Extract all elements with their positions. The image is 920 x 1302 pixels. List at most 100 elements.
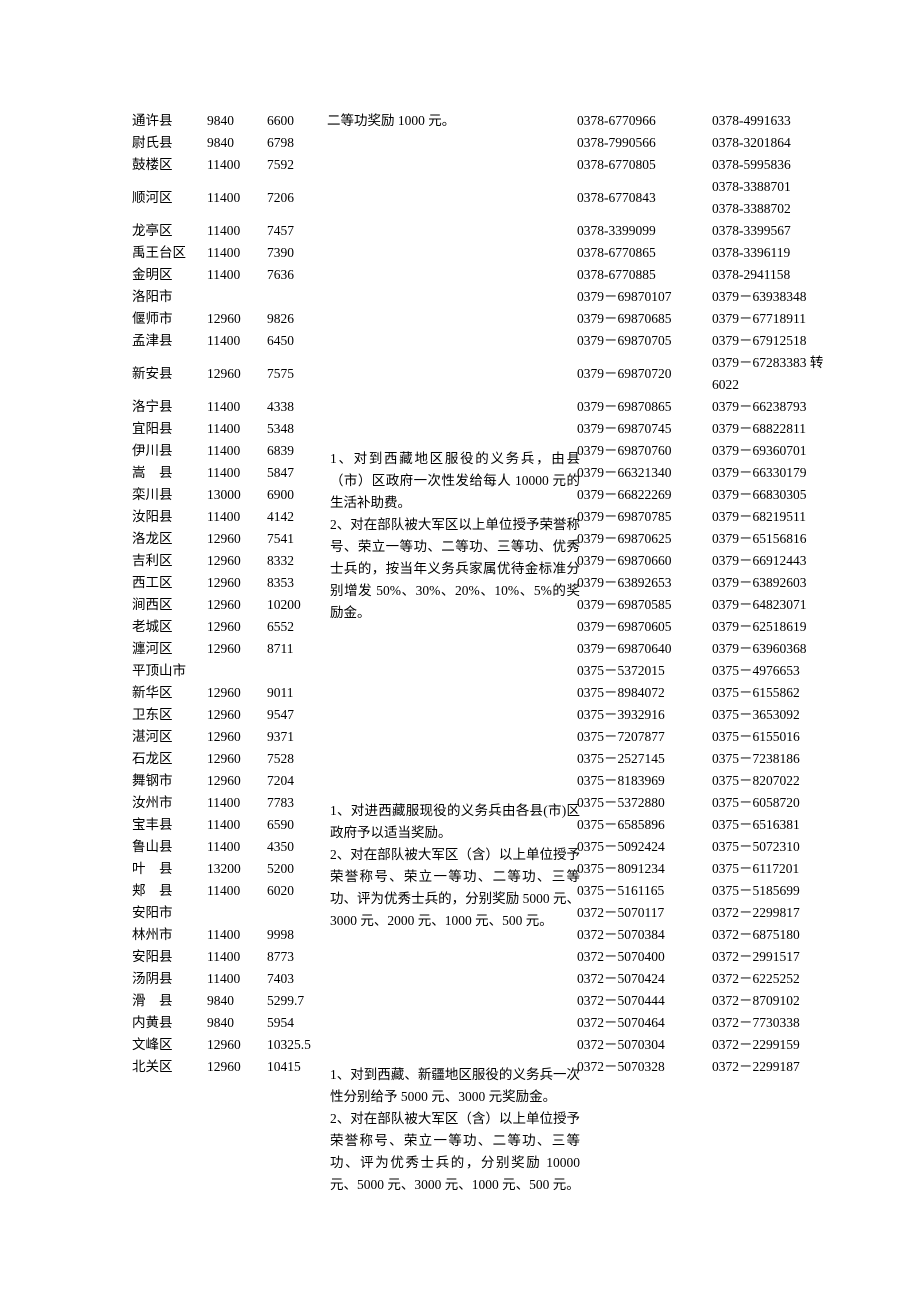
phone1-cell: 0379－69870720 — [575, 352, 710, 396]
value1-cell: 11400 — [205, 946, 265, 968]
phone2-line1: 0379－67283383 转 — [712, 352, 843, 374]
phone1-cell: 0372－5070304 — [575, 1034, 710, 1056]
phone2-cell: 0379－63892603 — [710, 572, 845, 594]
value2-cell: 5847 — [265, 462, 325, 484]
phone1-cell: 0372－5070464 — [575, 1012, 710, 1034]
value1-cell: 11400 — [205, 880, 265, 902]
location-cell: 嵩 县 — [130, 462, 205, 484]
note-cell — [325, 638, 575, 660]
location-cell: 新安县 — [130, 352, 205, 396]
table-row: 新安县1296075750379－698707200379－67283383 转… — [130, 352, 845, 396]
phone1-cell: 0379－69870685 — [575, 308, 710, 330]
value1-cell — [205, 902, 265, 924]
phone2-cell: 0375－6117201 — [710, 858, 845, 880]
location-cell: 湛河区 — [130, 726, 205, 748]
phone2-cell: 0375－7238186 — [710, 748, 845, 770]
value1-cell: 12960 — [205, 682, 265, 704]
location-cell: 宜阳县 — [130, 418, 205, 440]
location-cell: 宝丰县 — [130, 814, 205, 836]
location-cell: 洛宁县 — [130, 396, 205, 418]
value2-cell: 5200 — [265, 858, 325, 880]
note-cell — [325, 418, 575, 440]
phone2-line1: 0378-3388701 — [712, 176, 843, 198]
value1-cell: 9840 — [205, 132, 265, 154]
location-cell: 林州市 — [130, 924, 205, 946]
phone2-cell: 0379－66830305 — [710, 484, 845, 506]
table-row: 新华区1296090110375－89840720375－6155862 — [130, 682, 845, 704]
phone2-cell: 0379－64823071 — [710, 594, 845, 616]
value2-cell: 7457 — [265, 220, 325, 242]
location-cell: 平顶山市 — [130, 660, 205, 682]
value2-cell: 7528 — [265, 748, 325, 770]
phone2-line2: 0378-3388702 — [712, 198, 843, 220]
phone1-cell: 0379－69870660 — [575, 550, 710, 572]
location-cell: 安阳市 — [130, 902, 205, 924]
phone1-cell: 0378-7990566 — [575, 132, 710, 154]
value2-cell: 4338 — [265, 396, 325, 418]
note-cell — [325, 682, 575, 704]
location-cell: 舞钢市 — [130, 770, 205, 792]
value2-cell: 9011 — [265, 682, 325, 704]
phone1-cell: 0379－69870107 — [575, 286, 710, 308]
phone2-cell: 0379－63938348 — [710, 286, 845, 308]
phone1-cell: 0378-6770885 — [575, 264, 710, 286]
note-cell — [325, 726, 575, 748]
note-cell — [325, 660, 575, 682]
location-cell: 汝阳县 — [130, 506, 205, 528]
value1-cell: 11400 — [205, 176, 265, 220]
value2-cell: 7541 — [265, 528, 325, 550]
value2-cell: 6600 — [265, 110, 325, 132]
value2-cell: 10415 — [265, 1056, 325, 1078]
phone1-cell: 0378-6770966 — [575, 110, 710, 132]
value1-cell: 12960 — [205, 308, 265, 330]
location-cell: 新华区 — [130, 682, 205, 704]
phone2-cell: 0372－2991517 — [710, 946, 845, 968]
location-cell: 西工区 — [130, 572, 205, 594]
table-row: 宜阳县1140053480379－698707450379－68822811 — [130, 418, 845, 440]
phone1-cell: 0372－5070444 — [575, 990, 710, 1012]
table-row: 洛宁县1140043380379－698708650379－66238793 — [130, 396, 845, 418]
phone2-cell: 0379－67283383 转6022 — [710, 352, 845, 396]
note-cell — [325, 264, 575, 286]
location-cell: 内黄县 — [130, 1012, 205, 1034]
location-cell: 北关区 — [130, 1056, 205, 1078]
table-row: 舞钢市1296072040375－81839690375－8207022 — [130, 770, 845, 792]
table-row: 鼓楼区1140075920378-67708050378-5995836 — [130, 154, 845, 176]
note-cell — [325, 242, 575, 264]
phone2-cell: 0379－65156816 — [710, 528, 845, 550]
table-row: 孟津县1140064500379－698707050379－67912518 — [130, 330, 845, 352]
phone2-cell: 0378-33887010378-3388702 — [710, 176, 845, 220]
table-row: 洛阳市 0379－698701070379－63938348 — [130, 286, 845, 308]
phone2-cell: 0379－66912443 — [710, 550, 845, 572]
value1-cell: 12960 — [205, 572, 265, 594]
value2-cell: 5299.7 — [265, 990, 325, 1012]
phone1-cell: 0379－69870640 — [575, 638, 710, 660]
phone1-cell: 0378-6770865 — [575, 242, 710, 264]
note-pingdingshan: 1、对进西藏服现役的义务兵由各县(市)区政府予以适当奖励。2、对在部队被大军区（… — [330, 800, 580, 932]
value2-cell: 7204 — [265, 770, 325, 792]
table-row: 石龙区1296075280375－25271450375－7238186 — [130, 748, 845, 770]
phone2-cell: 0379－69360701 — [710, 440, 845, 462]
value2-cell: 6020 — [265, 880, 325, 902]
location-cell: 鼓楼区 — [130, 154, 205, 176]
phone2-cell: 0379－63960368 — [710, 638, 845, 660]
value1-cell: 12960 — [205, 726, 265, 748]
location-cell: 洛阳市 — [130, 286, 205, 308]
phone1-cell: 0372－5070424 — [575, 968, 710, 990]
phone1-cell: 0379－69870785 — [575, 506, 710, 528]
phone2-line2: 6022 — [712, 374, 843, 396]
phone2-cell: 0378-5995836 — [710, 154, 845, 176]
phone1-cell: 0378-6770805 — [575, 154, 710, 176]
phone2-cell: 0379－66330179 — [710, 462, 845, 484]
phone1-cell: 0379－63892653 — [575, 572, 710, 594]
phone2-cell: 0379－66238793 — [710, 396, 845, 418]
phone2-cell: 0372－2299187 — [710, 1056, 845, 1078]
value2-cell: 9826 — [265, 308, 325, 330]
phone2-cell: 0372－6875180 — [710, 924, 845, 946]
value2-cell: 6839 — [265, 440, 325, 462]
value2-cell — [265, 660, 325, 682]
value1-cell: 11400 — [205, 506, 265, 528]
location-cell: 鲁山县 — [130, 836, 205, 858]
value2-cell: 5954 — [265, 1012, 325, 1034]
phone2-cell: 0375－5072310 — [710, 836, 845, 858]
